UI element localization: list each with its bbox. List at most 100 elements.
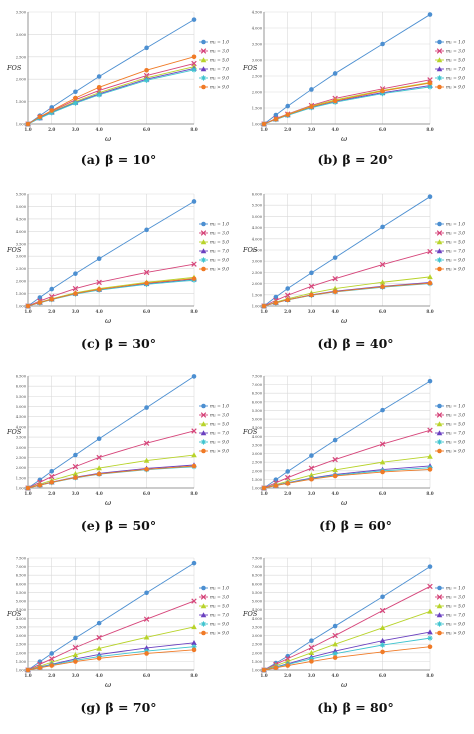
data-point — [285, 469, 291, 474]
legend-marker — [201, 39, 206, 45]
data-point — [72, 644, 79, 651]
series-5 — [25, 67, 197, 127]
data-point — [96, 620, 102, 626]
legend-marker — [201, 630, 206, 636]
legend-label: m₁ = 5.0 — [446, 605, 465, 610]
legend-marker — [200, 421, 207, 427]
legend-marker — [201, 84, 206, 90]
data-point — [273, 116, 279, 122]
data-point — [273, 294, 279, 300]
data-point — [379, 441, 386, 447]
legend-label: m₁ = 1.0 — [210, 41, 229, 46]
data-point — [379, 624, 386, 631]
y-axis-label: FOS — [242, 64, 258, 72]
data-point — [261, 303, 267, 309]
legend-marker — [201, 448, 206, 454]
x-tick-label: 8.0 — [190, 673, 197, 678]
y-tick-label: 4.000 — [252, 237, 263, 241]
data-point — [191, 560, 197, 566]
x-tick-label: 8.0 — [426, 491, 433, 496]
data-point — [379, 607, 386, 614]
legend-marker — [437, 221, 442, 227]
x-tick-label: 4.0 — [95, 673, 102, 678]
y-tick-label: 2.500 — [16, 267, 27, 271]
y-tick-label: 7.000 — [252, 565, 263, 569]
y-tick-label: 1.500 — [252, 107, 263, 111]
y-tick-label: 2.000 — [16, 280, 27, 284]
data-point — [73, 95, 78, 101]
data-point — [144, 280, 149, 286]
y-tick-label: 5.500 — [16, 591, 27, 595]
y-tick-label: 5.000 — [252, 600, 263, 604]
legend-label: m₁ = 3.0 — [210, 596, 229, 601]
y-tick-label: 2.000 — [16, 651, 27, 655]
y-tick-label: 6.500 — [252, 392, 263, 396]
y-tick-label: 4.500 — [252, 226, 263, 230]
legend-label: m₁ = 9.0 — [210, 623, 229, 628]
data-point — [144, 67, 149, 73]
data-point — [72, 285, 79, 292]
data-point — [191, 624, 197, 630]
y-tick-label: 5.500 — [16, 395, 27, 399]
data-point — [285, 663, 291, 668]
data-point — [261, 485, 267, 491]
y-tick-label: 3.500 — [252, 43, 263, 47]
legend-label: m₁ = 3.0 — [446, 596, 465, 601]
y-tick-label: 3.000 — [252, 260, 263, 264]
series-line — [27, 278, 195, 307]
data-point — [284, 292, 291, 298]
data-point — [73, 271, 78, 276]
legend-label: m₁ = 1.0 — [210, 587, 229, 592]
data-point — [427, 453, 433, 459]
y-tick-label: 4.000 — [252, 435, 263, 439]
legend-marker — [436, 421, 443, 427]
legend-label: m₁ = 7.0 — [210, 250, 229, 255]
data-point — [37, 665, 43, 671]
data-point — [332, 632, 338, 639]
legend-marker — [436, 239, 443, 245]
x-tick-label: 2.0 — [48, 127, 55, 132]
data-point — [427, 644, 433, 650]
legend-marker — [436, 412, 443, 418]
legend-label: m₁ > 9.0 — [210, 632, 229, 637]
data-point — [37, 482, 43, 488]
series-6 — [261, 644, 433, 673]
y-tick-label: 5.000 — [252, 418, 263, 422]
y-tick-label: 3.500 — [16, 11, 27, 15]
y-tick-label: 5.500 — [16, 193, 27, 197]
y-axis-label: FOS — [6, 428, 22, 436]
x-tick-label: 3.0 — [72, 673, 79, 678]
x-tick-label: 2.0 — [284, 673, 291, 678]
legend-label: m₁ = 5.0 — [210, 59, 229, 64]
data-point — [143, 616, 150, 622]
series-line — [27, 69, 195, 125]
data-point — [309, 638, 314, 644]
legend-marker — [437, 266, 442, 272]
x-tick-label: 1.0 — [260, 127, 267, 132]
legend-label: m₁ = 7.0 — [446, 250, 465, 255]
legend-label: m₁ = 9.0 — [446, 259, 465, 264]
data-point — [25, 121, 31, 127]
y-tick-label: 3.000 — [16, 255, 27, 259]
data-point — [191, 374, 197, 379]
y-tick-label: 6.000 — [252, 400, 263, 404]
chart-panel-6: 1.000 1.500 2.000 2.500 3.000 3.500 4.000 4.500… — [242, 375, 465, 508]
data-point — [96, 74, 102, 79]
data-point — [96, 84, 102, 90]
legend-marker — [436, 66, 443, 72]
y-tick-label: 1.500 — [252, 478, 263, 482]
data-point — [309, 87, 314, 92]
legend-label: m₁ = 5.0 — [210, 241, 229, 246]
series-2 — [25, 60, 197, 127]
data-point — [380, 41, 385, 47]
x-tick-label: 3.0 — [72, 127, 79, 132]
legend-label: m₁ = 9.0 — [446, 77, 465, 82]
data-point — [285, 297, 291, 303]
y-tick-label: 7.000 — [252, 383, 263, 387]
data-point — [191, 428, 197, 434]
y-tick-label: 3.000 — [16, 33, 27, 37]
y-tick-label: 2.500 — [252, 271, 263, 275]
legend-label: m₁ > 9.0 — [446, 632, 465, 637]
data-point — [72, 652, 79, 658]
legend-label: m₁ = 5.0 — [446, 241, 465, 246]
